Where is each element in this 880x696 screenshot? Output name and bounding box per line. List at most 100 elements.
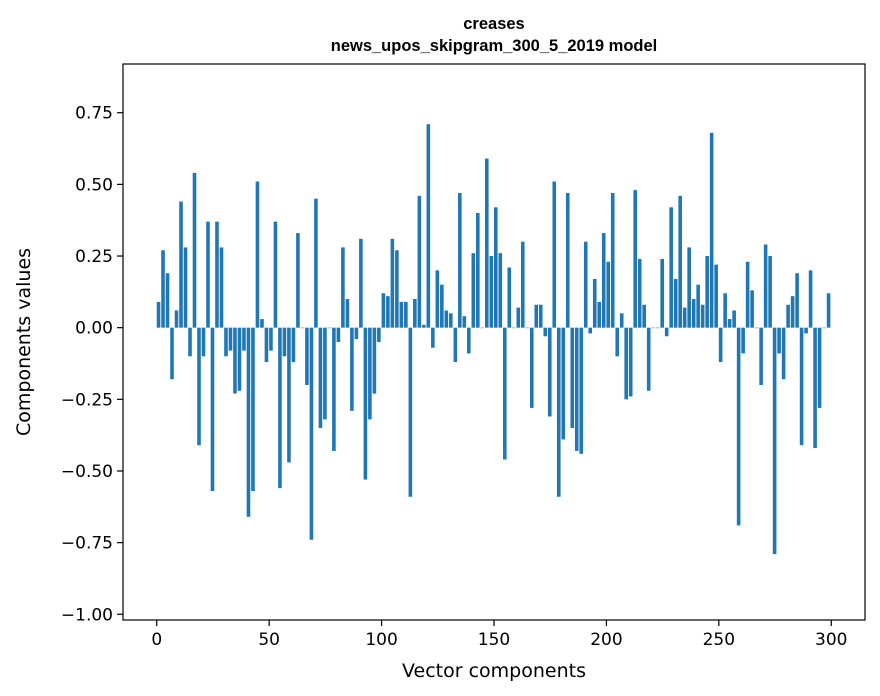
bar <box>511 327 516 329</box>
bar <box>399 301 404 328</box>
x-tick-label: 250 <box>703 630 735 650</box>
bar <box>197 327 201 446</box>
bar <box>624 327 629 400</box>
bar <box>736 327 741 526</box>
bar <box>552 181 557 328</box>
bar <box>520 241 525 328</box>
bar <box>386 296 390 328</box>
bar <box>687 247 691 328</box>
bar <box>556 327 561 497</box>
bar <box>170 327 174 380</box>
y-axis: −1.00 −0.75 −0.50 −0.25 0.00 0.25 0.50 0.75 <box>61 104 123 625</box>
bar <box>813 327 817 449</box>
bar <box>183 247 188 328</box>
bar <box>637 258 642 328</box>
bar <box>741 327 745 354</box>
bar <box>781 327 786 380</box>
bar <box>565 192 570 328</box>
bar <box>610 192 615 328</box>
bar <box>525 327 530 329</box>
bar <box>377 327 381 342</box>
bar <box>390 238 395 328</box>
bar <box>404 301 408 328</box>
bar <box>417 195 422 328</box>
bar <box>215 221 219 328</box>
bar <box>507 267 512 328</box>
bar <box>165 273 170 328</box>
y-tick-label: −1.00 <box>61 605 113 625</box>
bar <box>759 327 763 385</box>
bar <box>705 256 709 328</box>
bar <box>543 327 548 337</box>
bar <box>826 293 831 328</box>
bar <box>282 327 287 357</box>
bar <box>804 327 808 334</box>
bar <box>206 221 210 328</box>
bar <box>754 327 759 329</box>
bar <box>426 124 431 328</box>
bar <box>588 327 593 334</box>
bar <box>579 327 584 454</box>
bar <box>601 233 606 328</box>
bar <box>718 327 723 363</box>
plot-frame <box>122 63 866 621</box>
bar <box>669 207 673 328</box>
bar <box>449 313 453 328</box>
bar <box>251 327 255 492</box>
bar <box>732 310 736 328</box>
bar <box>453 327 458 363</box>
bar <box>408 327 413 497</box>
bar <box>201 327 206 357</box>
bar <box>300 327 305 329</box>
y-tick-label: 0.00 <box>75 319 113 339</box>
bar <box>592 278 597 328</box>
bar <box>646 327 651 391</box>
bar <box>179 201 183 328</box>
bar <box>714 264 718 328</box>
bar <box>696 284 700 328</box>
bar <box>174 310 179 328</box>
y-tick-label: 0.75 <box>75 104 113 124</box>
x-tick-label: 300 <box>815 630 847 650</box>
bar <box>516 307 521 328</box>
bar <box>763 244 768 328</box>
bar <box>529 327 534 408</box>
bar <box>336 327 341 342</box>
bar <box>700 304 705 328</box>
bar <box>750 290 754 328</box>
bar <box>723 293 727 328</box>
bar <box>327 327 332 329</box>
bar <box>534 304 539 328</box>
bar <box>786 304 790 328</box>
bar <box>458 192 462 328</box>
bar <box>502 327 507 460</box>
bar <box>772 327 777 555</box>
bar <box>210 327 215 492</box>
y-tick-label: −0.25 <box>61 390 113 410</box>
chart-title: creases <box>463 15 524 33</box>
bar <box>314 198 318 328</box>
bar <box>642 304 646 328</box>
bar <box>192 172 197 328</box>
bar <box>444 310 449 328</box>
bar <box>332 327 336 451</box>
bar <box>574 327 579 451</box>
bar <box>709 132 714 328</box>
bar <box>547 327 552 417</box>
bar <box>161 250 165 328</box>
bar <box>255 181 260 328</box>
x-axis-label: Vector components <box>402 660 586 682</box>
bar <box>817 327 822 408</box>
bar <box>822 327 826 329</box>
bar <box>606 261 611 328</box>
bar <box>799 327 804 446</box>
bar <box>296 233 300 328</box>
bar-series <box>156 124 831 555</box>
x-tick-label: 100 <box>365 630 397 650</box>
x-tick-label: 50 <box>258 630 280 650</box>
bar <box>228 327 233 351</box>
bar <box>597 301 602 328</box>
bar <box>790 296 795 328</box>
bar <box>422 324 426 328</box>
bar <box>224 327 228 357</box>
